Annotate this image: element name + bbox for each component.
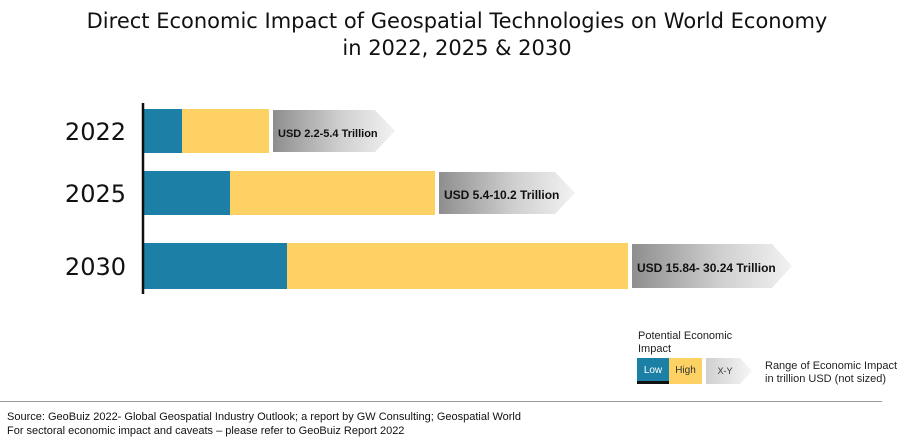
bar-low-2030	[143, 243, 287, 289]
legend-low-swatch: Low	[637, 358, 669, 384]
bar-low-2022	[143, 109, 182, 153]
footer: Source: GeoBuiz 2022- Global Geospatial …	[7, 410, 521, 438]
bar-high-2030	[287, 243, 628, 289]
legend-range-text-line2: in trillion USD (not sized)	[765, 373, 887, 385]
bar-high-2025	[230, 171, 435, 215]
category-label-2022: 2022	[65, 118, 126, 146]
bar-low-2025	[143, 171, 230, 215]
legend-title: Potential Economic Impact	[638, 330, 733, 355]
range-label-2025: USD 5.4-10.2 Trillion	[444, 188, 559, 202]
legend-high-swatch: High	[669, 358, 702, 384]
range-arrow-2025	[439, 172, 575, 214]
range-label-2030: USD 15.84- 30.24 Trillion	[637, 261, 776, 275]
legend-range-text: Range of Economic Impact in trillion USD…	[765, 360, 913, 386]
footer-divider	[0, 401, 882, 402]
category-label-2025: 2025	[65, 180, 126, 208]
chart-title-line1: Direct Economic Impact of Geospatial Tec…	[86, 9, 828, 33]
range-label-2022: USD 2.2-5.4 Trillion	[278, 128, 378, 140]
legend-range-text-line1: Range of Economic Impact	[765, 360, 898, 372]
legend-range-arrow	[706, 358, 752, 384]
chart-title-line2: in 2022, 2025 & 2030	[342, 36, 572, 60]
footer-note: For sectoral economic impact and caveats…	[7, 425, 405, 437]
bar-high-2022	[182, 109, 269, 153]
chart-title: Direct Economic Impact of Geospatial Tec…	[0, 8, 914, 62]
category-label-2030: 2030	[65, 253, 126, 281]
range-arrow-2022	[273, 110, 395, 152]
range-arrow-2030	[632, 244, 792, 288]
legend-range-symbol: X-Y	[717, 366, 733, 376]
footer-source: Source: GeoBuiz 2022- Global Geospatial …	[7, 411, 521, 423]
